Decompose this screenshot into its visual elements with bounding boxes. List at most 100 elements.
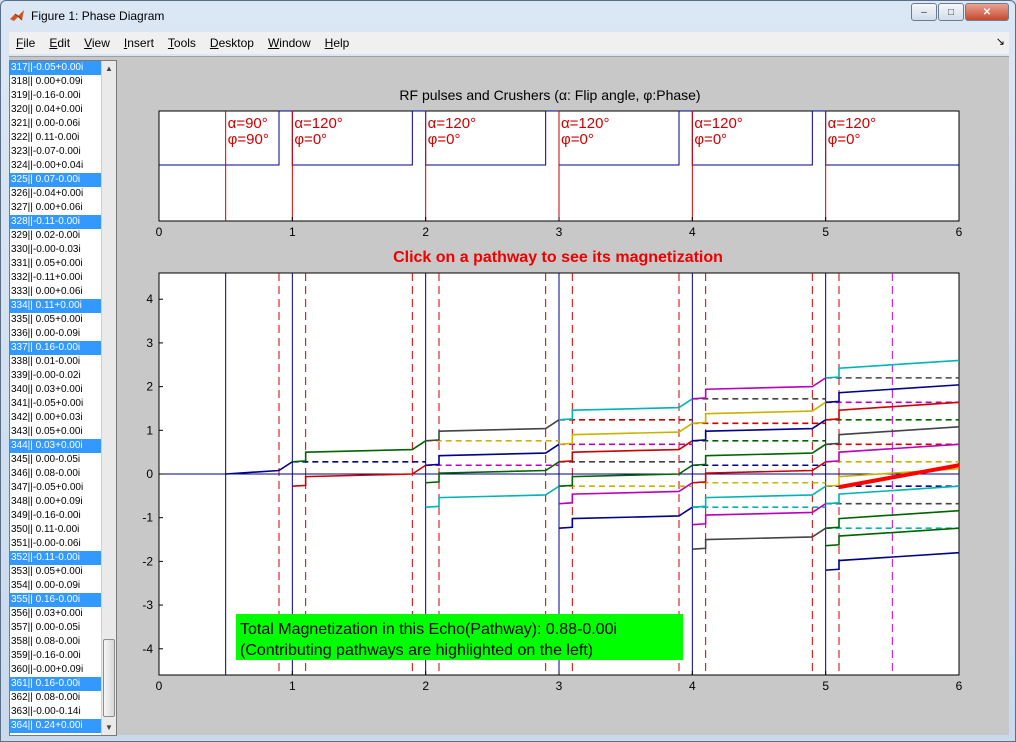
pathway-line xyxy=(425,419,560,442)
pathway-list-item[interactable]: 340|| 0.03+0.00i xyxy=(11,384,83,395)
pulse-flip-angle-label: α=120° xyxy=(294,115,342,132)
pathway-list-item[interactable]: 337|| 0.16-0.00i xyxy=(10,341,102,355)
pathway-list-item[interactable]: 329|| 0.02-0.00i xyxy=(11,230,81,241)
pathway-line xyxy=(825,509,960,529)
pathway-list-item[interactable]: 322|| 0.11-0.00i xyxy=(11,132,80,143)
menu-view[interactable]: View xyxy=(84,36,110,50)
pathway-line xyxy=(292,464,427,488)
menu-edit[interactable]: Edit xyxy=(49,36,71,50)
pathway-list-item[interactable]: 339||-0.00-0.02i xyxy=(11,370,81,381)
listbox-scrollbar[interactable]: ▲ ▼ xyxy=(101,61,116,735)
close-button[interactable]: ✕ xyxy=(965,3,1009,21)
pathway-list-item[interactable]: 342|| 0.00+0.03i xyxy=(11,412,83,423)
pathway-list-item[interactable]: 317||-0.05+0.00i xyxy=(10,61,102,75)
rf-chart-title: RF pulses and Crushers (α: Flip angle, φ… xyxy=(399,87,700,103)
dock-arrow-icon[interactable]: ↘ xyxy=(995,36,1005,48)
pathway-list-item[interactable]: 318|| 0.00+0.09i xyxy=(11,76,83,87)
pathway-list-item[interactable]: 354|| 0.00-0.09i xyxy=(11,580,81,591)
pathway-list-item[interactable]: 357|| 0.00-0.05i xyxy=(11,622,81,633)
pulse-phase-label: φ=90° xyxy=(228,131,269,148)
menu-tools[interactable]: Tools xyxy=(167,36,196,50)
pathway-list-item[interactable]: 349||-0.16-0.00i xyxy=(11,510,81,521)
phase-y-tick-label: -4 xyxy=(142,642,153,656)
rf-x-tick-label: 2 xyxy=(422,225,429,239)
pathway-list-item[interactable]: 360||-0.00+0.09i xyxy=(11,664,84,675)
pathway-list-item[interactable]: 362|| 0.08-0.00i xyxy=(11,692,81,703)
pathway-list-item[interactable]: 343|| 0.05+0.00i xyxy=(11,426,83,437)
phase-y-tick-label: 0 xyxy=(146,467,153,481)
pathway-list-item[interactable]: 319||-0.16-0.00i xyxy=(11,90,81,101)
pathway-list-item[interactable]: 328||-0.11-0.00i xyxy=(10,215,102,229)
menu-help[interactable]: Help xyxy=(324,36,350,50)
pathway-list-item[interactable]: 352||-0.11-0.00i xyxy=(10,551,102,565)
pulse-phase-label: φ=0° xyxy=(828,131,861,148)
pathway-list-item[interactable]: 358|| 0.08-0.00i xyxy=(11,636,81,647)
pathway-line xyxy=(825,401,960,421)
pathway-list-item[interactable]: 330||-0.00-0.03i xyxy=(11,244,81,255)
pathway-list-item[interactable]: 336|| 0.00-0.09i xyxy=(11,328,81,339)
pathway-list-item[interactable]: 361|| 0.16-0.00i xyxy=(10,677,102,691)
pathway-list-item[interactable]: 324||-0.00+0.04i xyxy=(11,160,84,171)
pathway-line xyxy=(825,359,960,379)
rf-x-tick-label: 4 xyxy=(689,225,696,239)
pulse-flip-angle-label: α=120° xyxy=(694,115,742,132)
pathway-list-item[interactable]: 338|| 0.01-0.00i xyxy=(11,356,81,367)
pathway-list-item[interactable]: 321|| 0.00-0.06i xyxy=(11,118,81,129)
pathway-list-item[interactable]: 346|| 0.08-0.00i xyxy=(11,468,81,479)
pulse-flip-angle-label: α=90° xyxy=(228,115,268,132)
phase-x-tick-label: 4 xyxy=(689,679,696,693)
maximize-button[interactable]: □ xyxy=(938,3,964,21)
pathway-line xyxy=(825,384,960,404)
menu-insert[interactable]: Insert xyxy=(123,36,154,50)
pulse-flip-angle-label: α=120° xyxy=(561,115,609,132)
pathway-list-item[interactable]: 351||-0.00-0.06i xyxy=(11,538,81,549)
pathway-list-item[interactable]: 334|| 0.11+0.00i xyxy=(10,299,102,313)
phase-y-tick-label: 2 xyxy=(146,380,153,394)
pathway-list-item[interactable]: 363||-0.00-0.14i xyxy=(11,706,81,717)
pathway-line xyxy=(692,401,827,425)
menu-desktop[interactable]: Desktop xyxy=(209,36,254,50)
pathway-list-item[interactable]: 353|| 0.05+0.00i xyxy=(11,566,83,577)
phase-x-tick-label: 2 xyxy=(422,679,429,693)
scroll-down-icon[interactable]: ▼ xyxy=(105,723,113,732)
pathway-line xyxy=(692,377,827,400)
pathway-list-item[interactable]: 333|| 0.00+0.06i xyxy=(11,286,83,297)
pathway-line xyxy=(425,461,560,484)
menu-file[interactable]: File xyxy=(16,36,36,50)
title-bar[interactable]: Figure 1: Phase Diagram – □ ✕ xyxy=(1,1,1015,31)
pathway-list-item[interactable]: 341||-0.05+0.00i xyxy=(11,398,84,409)
scroll-up-icon[interactable]: ▲ xyxy=(105,64,113,73)
phase-y-tick-label: -2 xyxy=(142,554,153,568)
pathway-list-item[interactable]: 364|| 0.24+0.00i xyxy=(10,719,102,733)
pathway-line xyxy=(558,422,693,446)
pathway-list-item[interactable]: 344|| 0.03+0.00i xyxy=(10,439,102,453)
pathway-list-item[interactable]: 355|| 0.16-0.00i xyxy=(10,593,102,607)
pathway-list-item[interactable]: 350|| 0.11-0.00i xyxy=(11,524,80,535)
pathway-list-item[interactable]: 359||-0.16-0.00i xyxy=(11,650,81,661)
pulse-phase-label: φ=0° xyxy=(694,131,727,148)
menu-window[interactable]: Window xyxy=(267,36,311,50)
pathway-line xyxy=(425,485,560,509)
pathway-list-item[interactable]: 327|| 0.00+0.06i xyxy=(11,202,83,213)
pathway-list-item[interactable]: 331|| 0.05+0.00i xyxy=(11,258,83,269)
rf-x-tick-label: 5 xyxy=(822,225,829,239)
minimize-button[interactable]: – xyxy=(911,3,937,21)
pathway-listbox[interactable]: 317||-0.05+0.00i 318|| 0.00+0.09i 319||-0.… xyxy=(9,60,117,736)
pathway-line xyxy=(692,419,827,442)
pathway-list-item[interactable]: 356|| 0.03+0.00i xyxy=(11,608,83,619)
pathway-list-item[interactable]: 345|| 0.00-0.05i xyxy=(11,454,81,465)
pathway-list-item[interactable]: 332||-0.11+0.00i xyxy=(11,272,83,283)
pathway-list-item[interactable]: 325|| 0.07-0.00i xyxy=(10,173,102,187)
pathway-list-item[interactable]: 323||-0.07-0.00i xyxy=(11,146,81,157)
pathway-line xyxy=(558,464,693,488)
scrollbar-thumb[interactable] xyxy=(103,639,115,717)
pathway-list-item[interactable]: 326||-0.04+0.00i xyxy=(11,188,84,199)
pathway-list-item[interactable]: 348|| 0.00+0.09i xyxy=(11,496,83,507)
pulse-flip-angle-label: α=120° xyxy=(828,115,876,132)
pathway-list-item[interactable]: 347||-0.05+0.00i xyxy=(11,482,84,493)
phase-y-tick-label: 4 xyxy=(146,292,153,306)
pathway-list-item[interactable]: 335|| 0.05+0.00i xyxy=(11,314,83,325)
pathway-line xyxy=(825,443,960,463)
pathway-list-item[interactable]: 320|| 0.04+0.00i xyxy=(11,104,83,115)
